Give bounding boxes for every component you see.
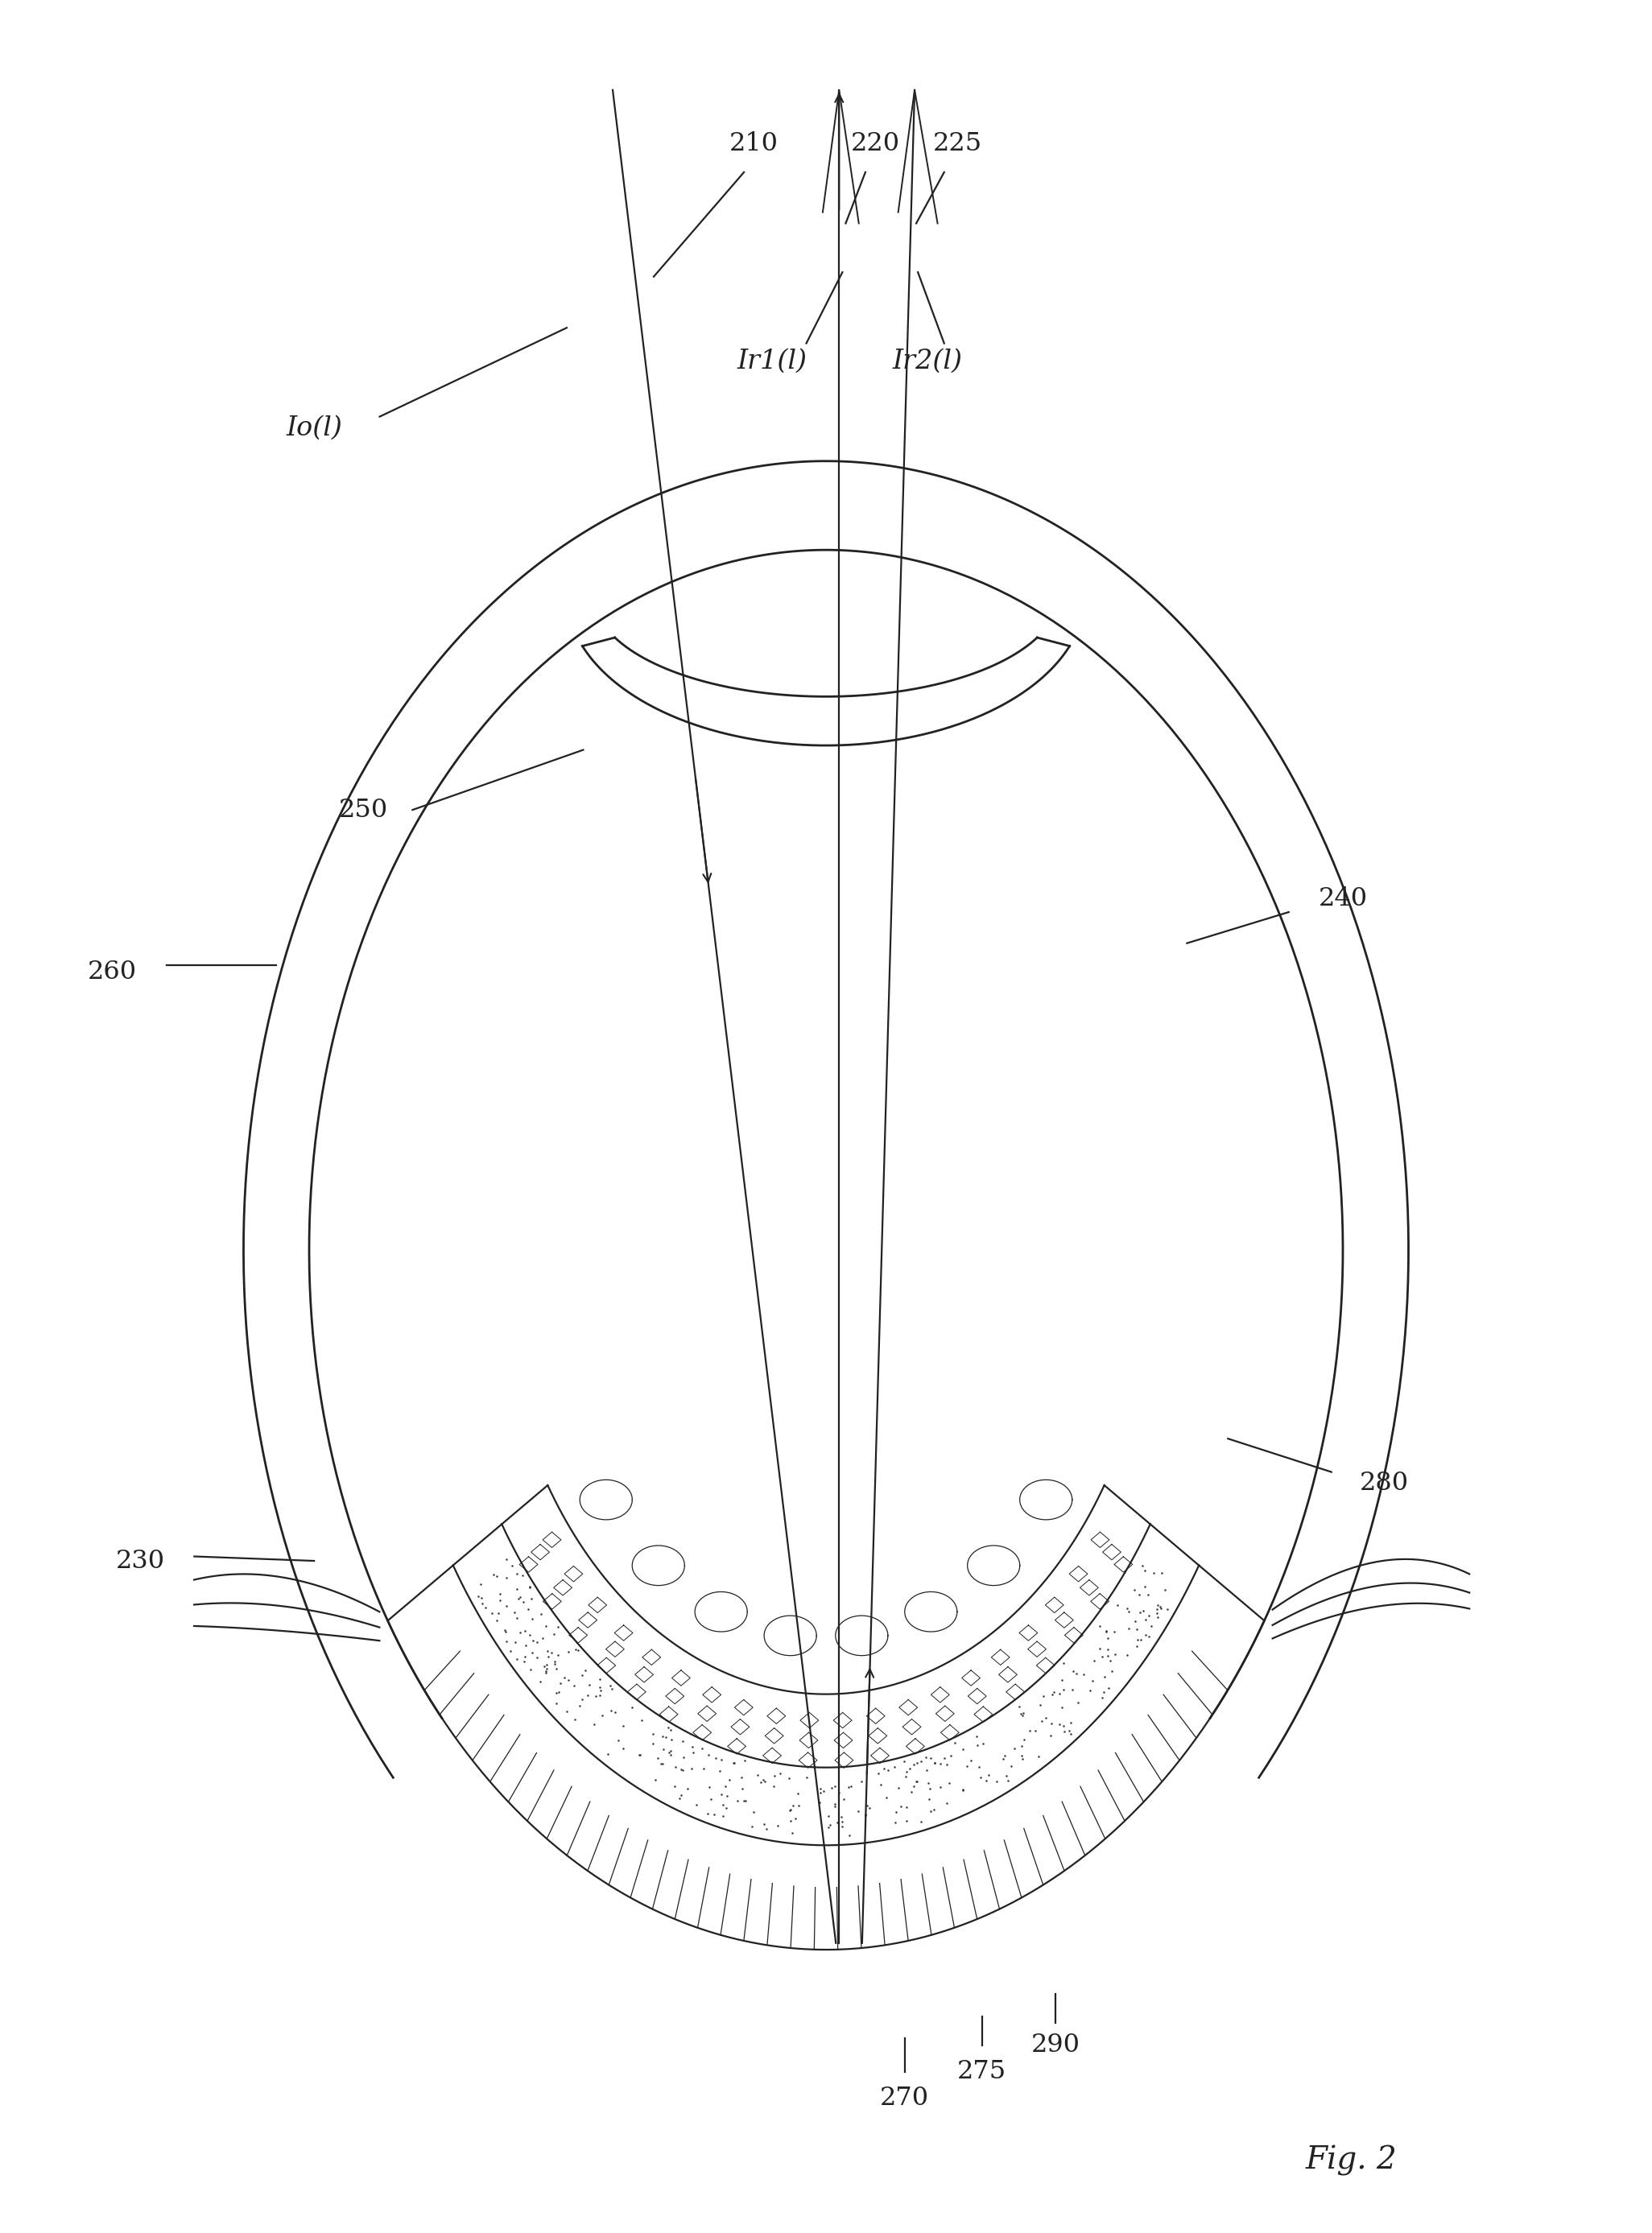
Text: Ir1(l): Ir1(l) — [737, 348, 806, 373]
Text: 220: 220 — [851, 132, 900, 156]
Text: Fig. 2: Fig. 2 — [1305, 2146, 1398, 2175]
Text: 270: 270 — [881, 2086, 930, 2110]
Text: 230: 230 — [116, 1547, 165, 1574]
Text: 260: 260 — [88, 960, 137, 985]
Text: 210: 210 — [729, 132, 778, 156]
Text: 250: 250 — [339, 797, 388, 822]
Text: Ir2(l): Ir2(l) — [892, 348, 963, 373]
Text: Io(l): Io(l) — [286, 415, 342, 440]
Text: 225: 225 — [933, 132, 981, 156]
Text: 240: 240 — [1318, 887, 1368, 911]
Text: 275: 275 — [957, 2059, 1006, 2083]
Text: 280: 280 — [1360, 1472, 1409, 1496]
Text: 290: 290 — [1031, 2032, 1080, 2057]
